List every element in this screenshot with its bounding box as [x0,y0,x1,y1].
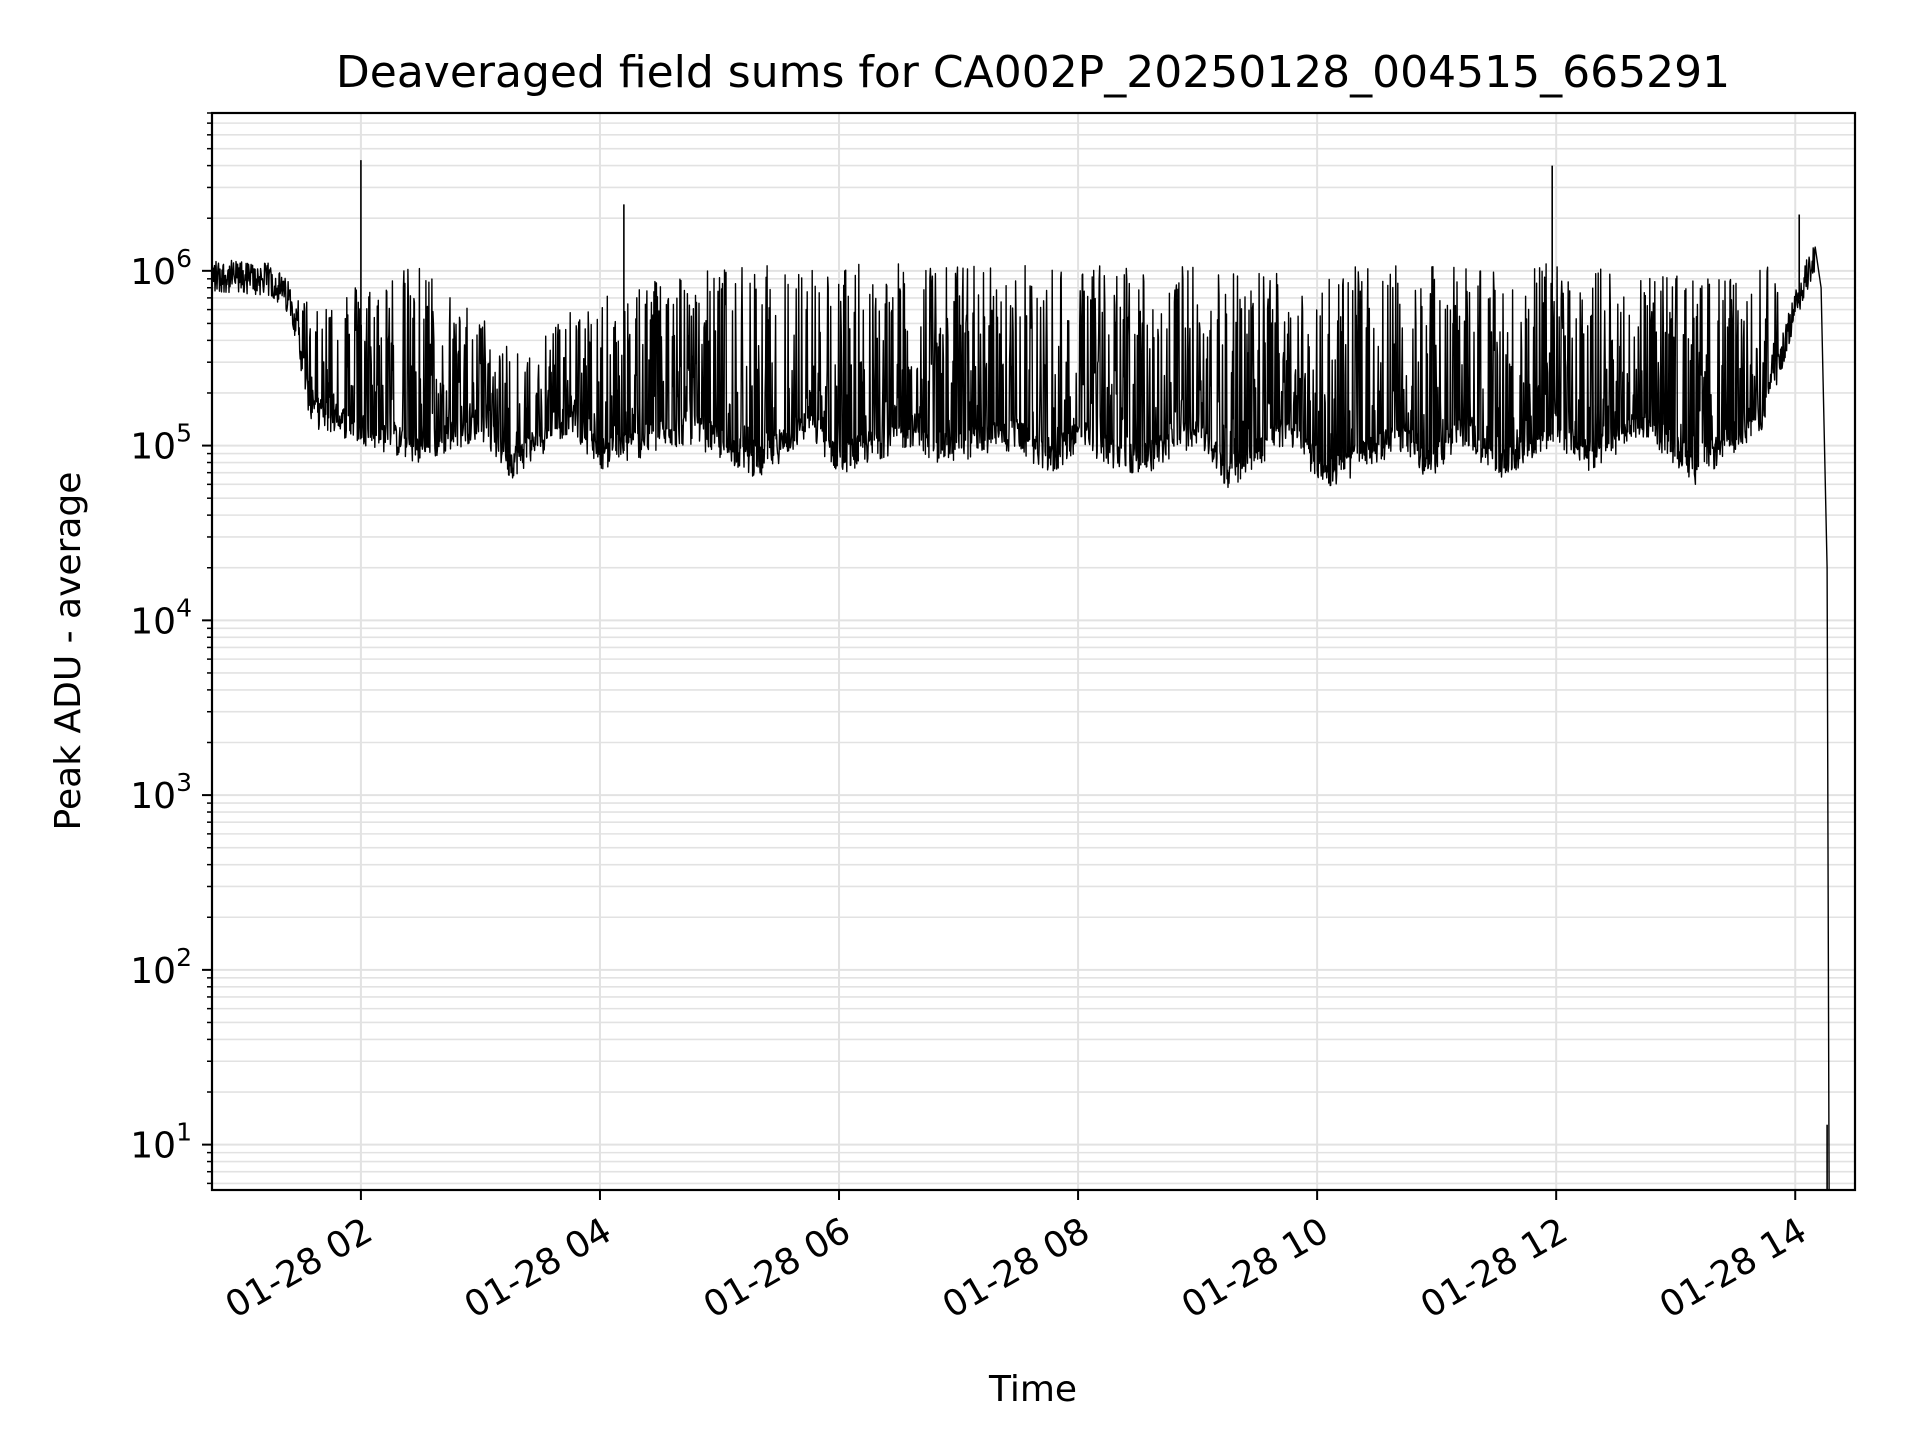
y-tick-label: 101 [130,1118,192,1167]
y-tick-label: 102 [130,943,192,992]
y-tick-label: 105 [130,419,192,468]
x-tick-label: 01-28 08 [936,1210,1097,1326]
y-tick-label: 103 [130,768,192,817]
y-tick-label: 104 [130,593,192,642]
plot-frame [210,111,1857,1192]
x-tick-label: 01-28 12 [1414,1210,1575,1326]
x-axis-label: Time [988,1369,1077,1410]
x-tick-label: 01-28 02 [219,1210,380,1326]
grid [212,112,1855,1190]
x-tick-label: 01-28 04 [458,1210,619,1326]
series-line [211,246,1830,1191]
x-tick-label: 01-28 10 [1175,1210,1336,1326]
data-line [211,160,1830,1191]
y-axis-label: Peak ADU - average [48,472,89,831]
x-axis: 01-28 02 01-28 04 01-28 06 01-28 08 01-28 10… [219,1190,1814,1327]
x-tick-label: 01-28 06 [697,1210,858,1326]
chart-title: Deaveraged field sums for CA002P_2025012… [336,47,1730,98]
y-tick-label: 106 [130,244,192,293]
y-axis: 101 102 103 104 105 106 [130,112,212,1185]
x-tick-label: 01-28 14 [1653,1210,1814,1326]
